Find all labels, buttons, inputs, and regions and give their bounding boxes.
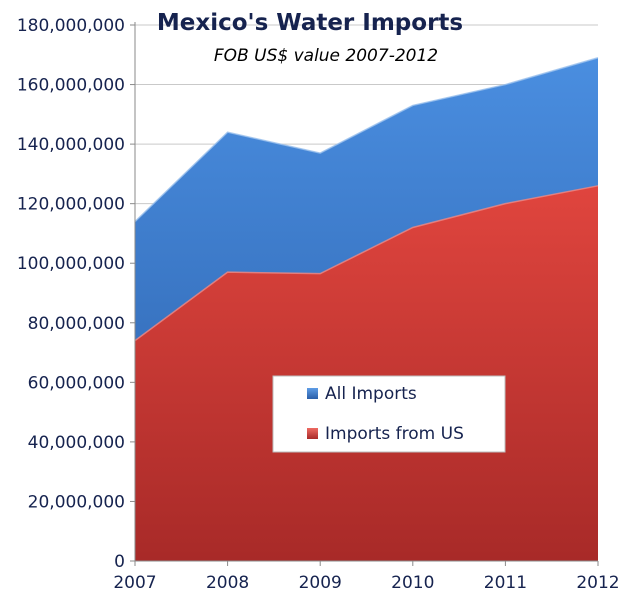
legend-swatch-imports-from-us [307, 428, 318, 439]
y-tick-label: 80,000,000 [28, 314, 125, 334]
x-tick-label: 2011 [484, 573, 527, 593]
plot-areas [134, 57, 599, 562]
y-tick-label: 140,000,000 [17, 135, 125, 155]
y-tick-label: 40,000,000 [28, 433, 125, 453]
y-tick-label: 180,000,000 [17, 16, 125, 36]
x-tick-label: 2010 [391, 573, 434, 593]
y-tick-label: 100,000,000 [17, 254, 125, 274]
x-tick-label: 2012 [576, 573, 619, 593]
chart-title: Mexico's Water Imports [157, 10, 463, 36]
y-tick-label: 20,000,000 [28, 492, 125, 512]
y-tick-label: 0 [114, 552, 125, 572]
legend-label-imports-from-us: Imports from US [325, 424, 464, 444]
legend-swatch-all-imports [307, 388, 318, 399]
legend: All Imports Imports from US [272, 375, 506, 453]
area-imports-from-us-top-edge [134, 185, 599, 342]
legend-label-all-imports: All Imports [325, 384, 417, 404]
area-all-imports-top-edge [134, 57, 599, 223]
x-tick-labels: 2007 2008 2009 2010 2011 2012 [113, 561, 620, 593]
y-tick-label: 120,000,000 [17, 195, 125, 215]
x-tick-label: 2009 [299, 573, 342, 593]
y-tick-labels: 0 20,000,000 40,000,000 60,000,000 80,000,00… [17, 16, 135, 572]
x-tick-label: 2007 [113, 573, 156, 593]
area-imports-from-us [135, 185, 598, 562]
chart-subtitle: FOB US$ value 2007-2012 [214, 46, 438, 66]
y-tick-label: 60,000,000 [28, 373, 125, 393]
y-tick-label: 160,000,000 [17, 76, 125, 96]
x-tick-label: 2008 [206, 573, 249, 593]
